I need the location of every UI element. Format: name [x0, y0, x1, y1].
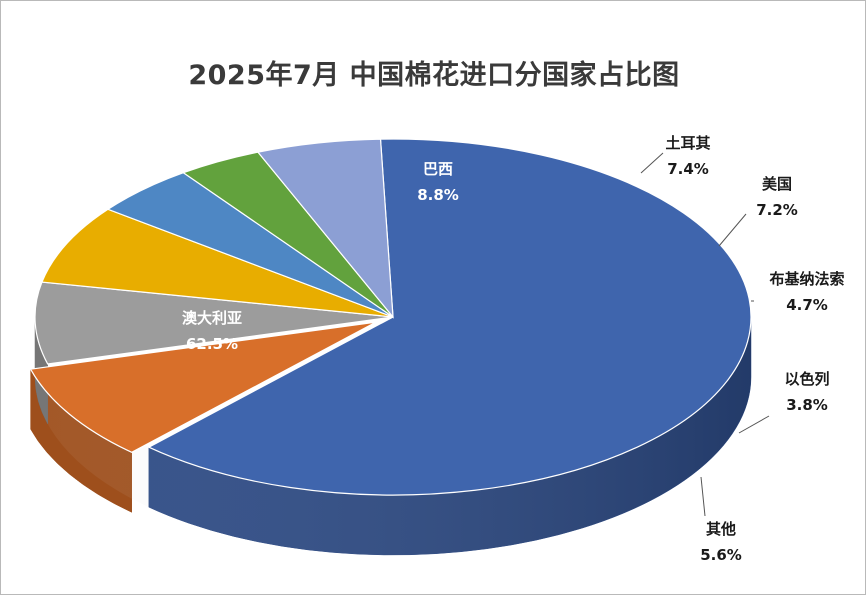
pie-slice-0 [147, 138, 752, 496]
slice-value-5: 3.8% [786, 396, 828, 414]
pie-slice-1 [29, 321, 377, 453]
slice-value-0: 62.5% [186, 335, 238, 353]
slice-value-1: 8.8% [417, 186, 459, 204]
slice-label-6: 其他 [706, 520, 736, 538]
slice-label-5: 以色列 [784, 370, 829, 388]
leader-line-3 [718, 213, 747, 247]
slice-label-1: 巴西 [423, 160, 453, 178]
slice-value-4: 4.7% [786, 296, 828, 314]
pie-slice-6 [256, 138, 394, 319]
pie-slice-2 [34, 281, 394, 365]
leader-line-2 [640, 152, 664, 174]
slice-label-0: 澳大利亚 [182, 309, 242, 327]
slice-value-6: 5.6% [700, 546, 742, 564]
slice-value-2: 7.4% [667, 160, 709, 178]
slice-label-3: 美国 [762, 175, 792, 193]
slice-label-2: 土耳其 [665, 134, 710, 152]
pie-slice-3 [41, 208, 394, 318]
pie-side-shade [35, 317, 751, 555]
slice-label-4: 布基纳法索 [769, 270, 844, 288]
leader-line-5 [738, 415, 770, 434]
leader-line-6 [700, 476, 706, 517]
chart-title: 2025年7月 中国棉花进口分国家占比图 [188, 60, 680, 91]
slice-value-3: 7.2% [756, 201, 798, 219]
